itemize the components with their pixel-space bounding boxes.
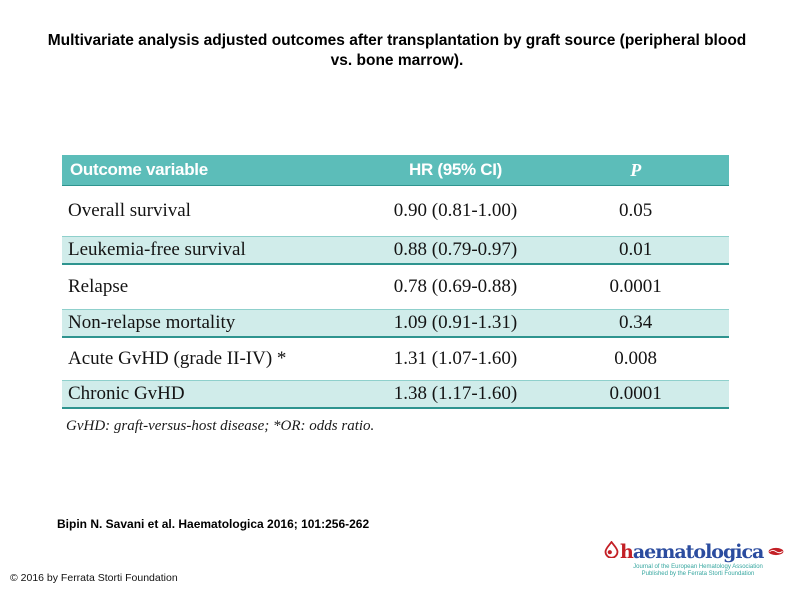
cell-outcome: Non-relapse mortality	[68, 312, 236, 333]
cell-hr: 0.78 (0.69-0.88)	[393, 276, 518, 297]
table-row: Acute GvHD (grade II-IV) * 1.31 (1.07-1.…	[62, 338, 729, 380]
logo-wordmark-initial: h	[620, 540, 634, 563]
blood-drop-icon	[604, 540, 619, 563]
logo-tagline-line2: Published by the Ferrata Storti Foundati…	[641, 571, 755, 577]
table-row: Relapse 0.78 (0.69-0.88) 0.0001	[62, 265, 729, 309]
outcomes-table: Outcome variable HR (95% CI) P Overall s…	[62, 155, 729, 435]
table-header-row: Outcome variable HR (95% CI) P	[62, 155, 729, 186]
logo-taglines: Journal of the European Hematology Assoc…	[604, 564, 792, 578]
table-row: Chronic GvHD 1.38 (1.17-1.60) 0.0001	[62, 380, 729, 409]
copyright: © 2016 by Ferrata Storti Foundation	[10, 572, 178, 584]
cell-hr: 0.90 (0.81-1.00)	[393, 200, 518, 221]
header-p-value: P	[630, 159, 641, 180]
table-body: Overall survival 0.90 (0.81-1.00) 0.05 L…	[62, 186, 729, 409]
cell-p: 0.008	[614, 348, 657, 369]
logo-tagline-line1: Journal of the European Hematology Assoc…	[633, 564, 763, 570]
cell-hr: 1.38 (1.17-1.60)	[393, 383, 518, 404]
cell-outcome: Acute GvHD (grade II-IV) *	[68, 348, 287, 369]
logo-top-row: haematologica	[604, 540, 792, 563]
cell-p: 0.01	[618, 239, 653, 260]
cell-hr: 1.31 (1.07-1.60)	[393, 348, 518, 369]
slide-title-line2: vs. bone marrow).	[330, 52, 464, 69]
slide-title-line1: Multivariate analysis adjusted outcomes …	[47, 32, 747, 49]
table-row: Leukemia-free survival 0.88 (0.79-0.97) …	[62, 236, 729, 265]
cell-p: 0.34	[618, 312, 653, 333]
eha-scribble-icon	[768, 543, 784, 561]
header-outcome-variable: Outcome variable	[70, 160, 208, 179]
cell-hr: 1.09 (0.91-1.31)	[393, 312, 518, 333]
logo-wordmark: haematologica	[620, 540, 765, 563]
cell-p: 0.05	[618, 200, 653, 221]
header-hr-ci: HR (95% CI)	[408, 160, 503, 179]
cell-outcome: Leukemia-free survival	[68, 239, 246, 260]
cell-p: 0.0001	[609, 383, 662, 404]
cell-outcome: Chronic GvHD	[68, 383, 185, 404]
cell-outcome: Relapse	[68, 276, 129, 297]
cell-hr: 0.88 (0.79-0.97)	[393, 239, 518, 260]
table-row: Overall survival 0.90 (0.81-1.00) 0.05	[62, 186, 729, 236]
table-footnote: GvHD: graft-versus-host disease; *OR: od…	[66, 418, 375, 434]
cell-p: 0.0001	[609, 276, 662, 297]
cell-outcome: Overall survival	[68, 200, 191, 221]
haematologica-logo: haematologica Journal of the European He…	[604, 540, 792, 578]
citation: Bipin N. Savani et al. Haematologica 201…	[57, 517, 370, 531]
slide-title: Multivariate analysis adjusted outcomes …	[20, 31, 774, 71]
logo-wordmark-rest: aematologica	[632, 540, 765, 563]
table-row: Non-relapse mortality 1.09 (0.91-1.31) 0…	[62, 309, 729, 338]
